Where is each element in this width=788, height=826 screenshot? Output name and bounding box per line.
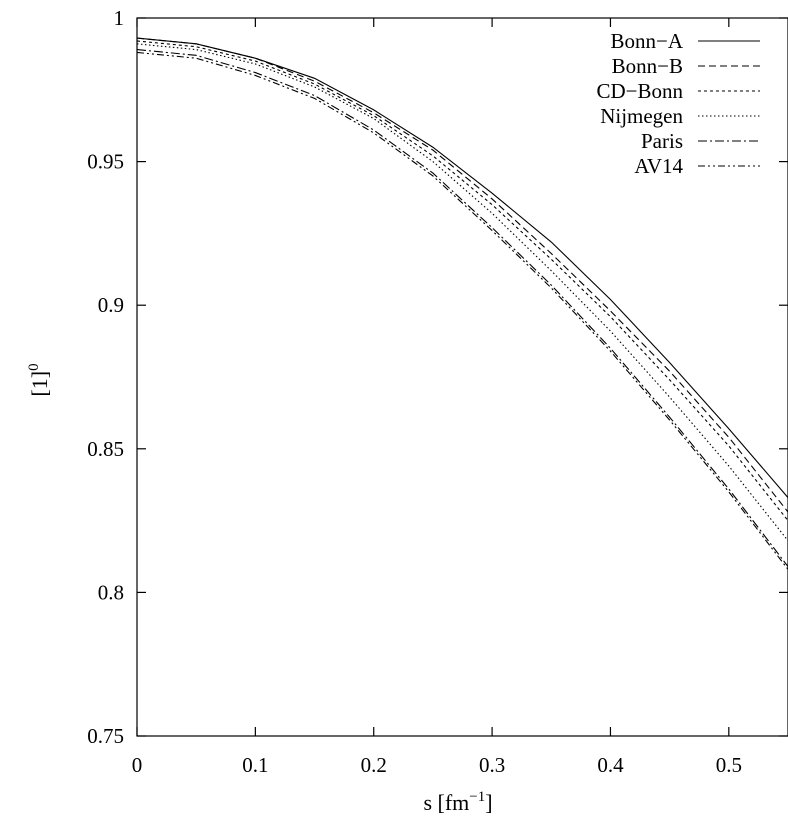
legend-label: CD−Bonn — [596, 79, 683, 103]
plot-frame — [136, 17, 788, 737]
y-tick-label: 0.8 — [98, 580, 124, 604]
x-tick-label: 0 — [132, 753, 143, 777]
y-tick-label: 0.85 — [87, 437, 124, 461]
x-axis-label: s [fm−1] — [423, 789, 492, 815]
x-tick-label: 0.2 — [361, 753, 387, 777]
legend-label: Bonn−A — [610, 29, 683, 53]
series-line — [137, 51, 788, 570]
series-line — [137, 37, 788, 513]
x-tick-label: 0.1 — [242, 753, 268, 777]
series-line — [137, 37, 788, 498]
y-tick-label: 0.75 — [87, 724, 124, 748]
series-line — [137, 49, 788, 567]
series-line — [137, 43, 788, 542]
y-tick-label: 0.9 — [98, 293, 124, 317]
series-line — [137, 40, 788, 521]
x-tick-label: 0.5 — [716, 753, 742, 777]
axis-ticks — [136, 17, 788, 737]
legend-label: Paris — [641, 129, 683, 153]
legend-label: AV14 — [634, 154, 683, 178]
legend-label: Nijmegen — [600, 104, 683, 128]
y-axis-label: [1]0 — [26, 363, 52, 396]
legend-label: Bonn−B — [612, 54, 683, 78]
x-tick-label: 0.4 — [597, 753, 624, 777]
y-tick-label: 0.95 — [87, 150, 124, 174]
x-tick-label: 0.3 — [479, 753, 505, 777]
y-tick-label: 1 — [114, 6, 125, 30]
axis-tick-labels: 0 0.1 0.2 0.3 0.4 0.5 0.75 0.8 0.85 0.9 0.95 1 — [87, 6, 742, 777]
series-lines — [137, 37, 788, 570]
